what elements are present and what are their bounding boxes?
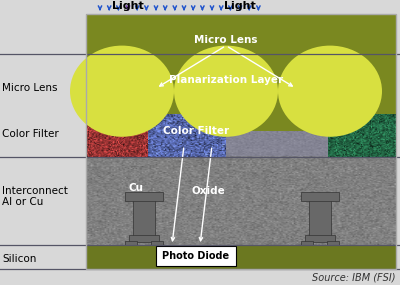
Text: Micro Lens: Micro Lens xyxy=(2,83,58,93)
Text: Light: Light xyxy=(112,1,144,11)
Bar xyxy=(86,14,396,269)
Bar xyxy=(151,241,163,245)
Ellipse shape xyxy=(70,46,174,137)
Text: Source: IBM (FSI): Source: IBM (FSI) xyxy=(312,272,396,282)
Bar xyxy=(327,241,339,245)
Text: Color Filter: Color Filter xyxy=(2,129,59,139)
Bar xyxy=(129,235,159,242)
Text: Micro Lens: Micro Lens xyxy=(194,35,258,45)
Text: Planarization Layer: Planarization Layer xyxy=(169,75,283,85)
Text: Oxide: Oxide xyxy=(191,186,225,196)
Text: Interconnect
Al or Cu: Interconnect Al or Cu xyxy=(2,186,68,207)
Text: Light: Light xyxy=(224,1,256,11)
Ellipse shape xyxy=(174,46,278,137)
Bar xyxy=(125,241,137,245)
Bar xyxy=(305,235,335,242)
Ellipse shape xyxy=(278,46,382,137)
Text: Color Filter: Color Filter xyxy=(163,126,229,136)
Bar xyxy=(156,246,236,266)
Bar xyxy=(86,131,396,157)
Bar xyxy=(86,14,396,54)
Bar xyxy=(125,192,163,201)
Bar xyxy=(301,241,313,245)
Text: Silicon: Silicon xyxy=(2,254,36,264)
Bar xyxy=(301,192,339,201)
Text: Cu: Cu xyxy=(128,183,144,193)
Bar xyxy=(309,198,331,238)
Text: Photo Diode: Photo Diode xyxy=(162,251,230,261)
Bar xyxy=(86,157,396,245)
Bar xyxy=(86,54,396,131)
Bar xyxy=(86,245,396,269)
Bar xyxy=(133,198,155,238)
